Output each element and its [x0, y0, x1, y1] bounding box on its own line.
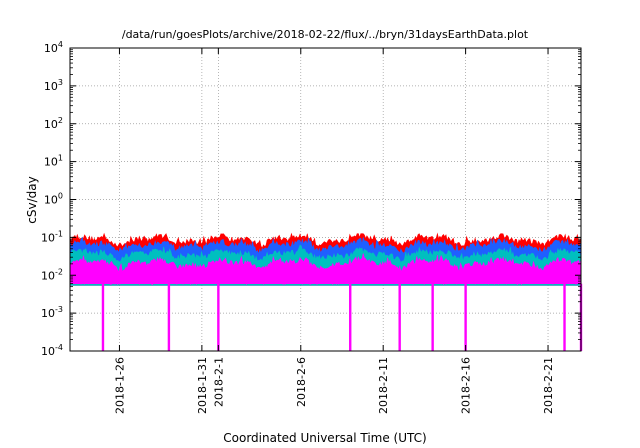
- dropout-spike: [431, 283, 434, 351]
- x-tick-label: 2018-2-16: [460, 357, 473, 414]
- y-tick-label: 102: [44, 116, 63, 131]
- y-tick-label: 10-2: [41, 267, 63, 282]
- y-axis-label: cSv/day: [25, 176, 39, 223]
- y-tick-label: 101: [44, 154, 63, 169]
- x-tick-label: 2018-2-21: [542, 357, 555, 414]
- x-tick-label: 2018-2-6: [295, 357, 308, 407]
- x-tick-label: 2018-1-26: [113, 357, 126, 414]
- y-tick-label: 103: [44, 78, 63, 93]
- y-tick-label: 100: [44, 192, 63, 207]
- y-tick-label: 104: [44, 40, 63, 55]
- dropout-spike: [464, 283, 467, 351]
- dropout-spike: [167, 283, 171, 351]
- dropout-spike: [398, 283, 401, 351]
- x-tick-label: 2018-1-31: [196, 357, 209, 414]
- y-tick-label: 10-4: [41, 343, 63, 358]
- x-tick-label: 2018-2-11: [377, 357, 390, 414]
- axis-ticks: 10-4 10-3 10-2 10-1 100 101 102 103 104 2018-1-26…: [41, 40, 581, 414]
- x-tick-label: 2018-2-1: [212, 357, 225, 407]
- data-series: [69, 232, 583, 351]
- dropout-spike: [349, 283, 352, 351]
- x-axis-label: Coordinated Universal Time (UTC): [223, 431, 426, 445]
- dropout-spike: [217, 283, 220, 351]
- series-floor: [69, 271, 582, 286]
- y-tick-label: 10-1: [41, 229, 63, 244]
- y-tick-label: 10-3: [41, 305, 63, 320]
- dropout-spike: [563, 283, 566, 351]
- grid: [70, 48, 581, 351]
- dropout-spike: [101, 283, 105, 351]
- chart-title: /data/run/goesPlots/archive/2018-02-22/f…: [122, 28, 529, 41]
